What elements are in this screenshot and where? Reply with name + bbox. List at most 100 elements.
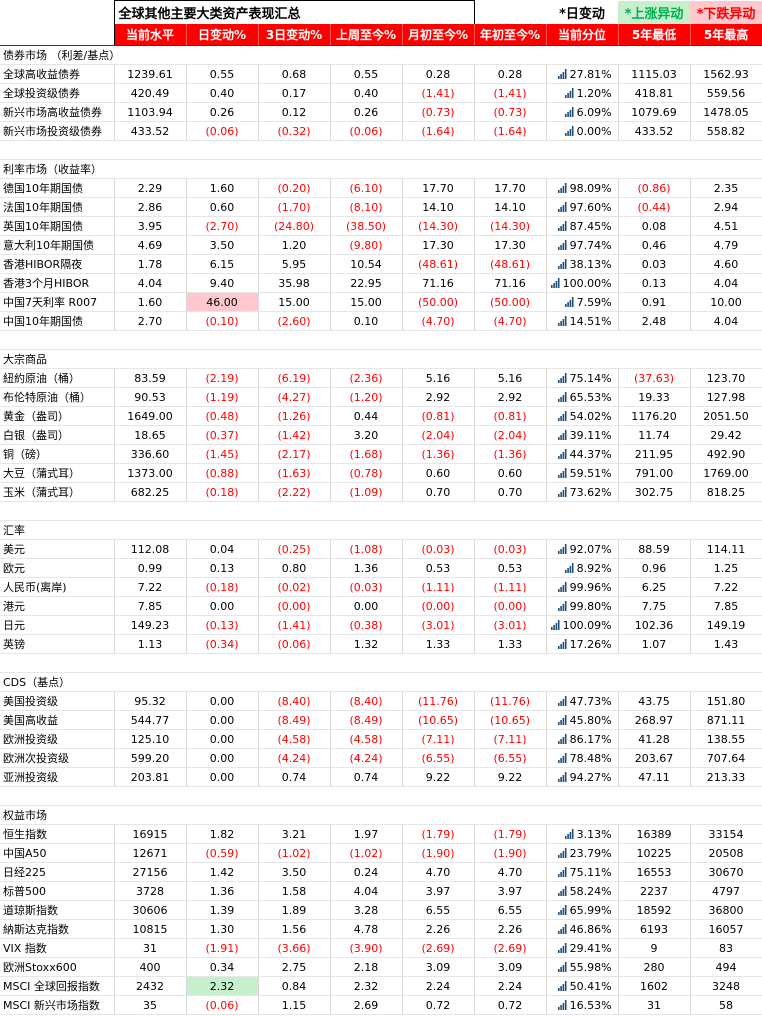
value-cell: 1.36: [330, 558, 403, 578]
value-cell: (4.27): [258, 387, 331, 407]
value-cell: 18592: [618, 900, 691, 920]
value-cell: (0.10): [186, 311, 259, 331]
value-cell: (6.19): [258, 368, 331, 388]
value-cell: 0.84: [258, 976, 331, 996]
value-cell: 127.98: [690, 387, 762, 407]
percentile-cell: 75.14%: [546, 368, 619, 388]
percentile-cell: 47.73%: [546, 691, 619, 711]
value-cell: 15.00: [258, 292, 331, 312]
value-cell: (0.88): [186, 463, 259, 483]
value-cell: 2051.50: [690, 406, 762, 426]
legend-down-alert: *下跌异动: [690, 0, 762, 24]
value-cell: 19.33: [618, 387, 691, 407]
table-row: 白银（盎司） 18.65 (0.37) (1.42) 3.20 (2.04) (2.04) 3…: [0, 425, 762, 445]
bar-chart-icon: [557, 772, 567, 782]
value-cell: 0.91: [618, 292, 691, 312]
bar-chart-icon: [557, 905, 567, 915]
value-cell: 17.30: [474, 235, 547, 255]
value-cell: 0.60: [474, 463, 547, 483]
value-cell: (0.81): [402, 406, 475, 426]
percentile-value: 65.53%: [569, 390, 612, 404]
value-cell: 83.59: [114, 368, 187, 388]
bar-chart-icon: [564, 107, 574, 117]
value-cell: 14.10: [402, 197, 475, 217]
value-cell: (50.00): [474, 292, 547, 312]
bar-chart-icon: [557, 487, 567, 497]
value-cell: (2.04): [402, 425, 475, 445]
value-cell: 302.75: [618, 482, 691, 502]
value-cell: 707.64: [690, 748, 762, 768]
table-row: 香港HIBOR隔夜 1.78 6.15 5.95 10.54 (48.61) (48.61)…: [0, 254, 762, 274]
value-cell: 1373.00: [114, 463, 187, 483]
value-cell: 5.95: [258, 254, 331, 274]
percentile-cell: 99.96%: [546, 577, 619, 597]
percentile-value: 75.11%: [569, 865, 612, 879]
bar-chart-icon: [557, 69, 567, 79]
bar-chart-icon: [557, 715, 567, 725]
percentile-value: 50.41%: [569, 979, 612, 993]
percentile-value: 14.51%: [569, 314, 612, 328]
value-cell: 30670: [690, 862, 762, 882]
value-cell: 14.10: [474, 197, 547, 217]
value-cell: 0.00: [186, 710, 259, 730]
bar-chart-icon: [557, 373, 567, 383]
bar-chart-icon: [557, 430, 567, 440]
percentile-value: 1.20%: [576, 86, 612, 100]
value-cell: (1.79): [474, 824, 547, 844]
table-row: 英镑 1.13 (0.34) (0.06) 1.32 1.33 1.33 17.26% 1.07…: [0, 634, 762, 654]
value-cell: (0.03): [330, 577, 403, 597]
table-title: 全球其他主要大类资产表现汇总: [113, 0, 475, 24]
table-row: 道琼斯指数 30606 1.39 1.89 3.28 6.55 6.55 65.99% 1859…: [0, 900, 762, 920]
value-cell: 1103.94: [114, 102, 187, 122]
value-cell: (0.03): [402, 539, 475, 559]
value-cell: 0.13: [618, 273, 691, 293]
value-cell: 4.69: [114, 235, 187, 255]
value-cell: 149.23: [114, 615, 187, 635]
table-row: 亚洲投资级 203.81 0.00 0.74 0.74 9.22 9.22 94.27% 47.…: [0, 767, 762, 787]
value-cell: (8.40): [258, 691, 331, 711]
value-cell: (48.61): [402, 254, 475, 274]
value-cell: 0.28: [474, 64, 547, 84]
table-row: 紐約原油（桶） 83.59 (2.19) (6.19) (2.36) 5.16 5.16 75…: [0, 368, 762, 388]
percentile-value: 47.73%: [569, 694, 612, 708]
value-cell: 0.03: [618, 254, 691, 274]
value-cell: 7.22: [690, 577, 762, 597]
table-row: 美国投资级 95.32 0.00 (8.40) (8.40) (11.76) (11.76)…: [0, 691, 762, 711]
asset-name: 白银（盎司）: [0, 425, 115, 445]
percentile-cell: 7.59%: [546, 292, 619, 312]
percentile-value: 29.41%: [569, 941, 612, 955]
value-cell: 27156: [114, 862, 187, 882]
asset-name: 黄金（盎司）: [0, 406, 115, 426]
value-cell: 1.78: [114, 254, 187, 274]
table-row: 中国7天利率 R007 1.60 46.00 15.00 15.00 (50.00) (50…: [0, 292, 762, 312]
section-title: CDS（基点）: [0, 672, 762, 692]
value-cell: 418.81: [618, 83, 691, 103]
percentile-value: 86.17%: [569, 732, 612, 746]
value-cell: 0.99: [114, 558, 187, 578]
percentile-value: 27.81%: [569, 67, 612, 81]
value-cell: 2.92: [474, 387, 547, 407]
value-cell: (0.59): [186, 843, 259, 863]
value-cell: 10.54: [330, 254, 403, 274]
table-row: 美元 112.08 0.04 (0.25) (1.08) (0.03) (0.03) 92.0…: [0, 539, 762, 559]
value-cell: (1.63): [258, 463, 331, 483]
value-cell: (8.40): [330, 691, 403, 711]
bar-chart-icon: [557, 924, 567, 934]
value-cell: 3248: [690, 976, 762, 996]
bar-chart-icon: [564, 126, 574, 136]
value-cell: 1079.69: [618, 102, 691, 122]
percentile-value: 7.59%: [576, 295, 612, 309]
percentile-cell: 0.00%: [546, 121, 619, 141]
table-row: 恒生指数 16915 1.82 3.21 1.97 (1.79) (1.79) 3.13% 16…: [0, 824, 762, 844]
percentile-cell: 97.74%: [546, 235, 619, 255]
asset-name: 欧洲Stoxx600: [0, 957, 115, 977]
bar-chart-icon: [550, 620, 560, 630]
value-cell: (1.11): [402, 577, 475, 597]
value-cell: (4.58): [258, 729, 331, 749]
percentile-cell: 55.98%: [546, 957, 619, 977]
percentile-value: 17.26%: [569, 637, 612, 651]
percentile-value: 65.99%: [569, 903, 612, 917]
value-cell: 0.00: [330, 596, 403, 616]
value-cell: 433.52: [618, 121, 691, 141]
percentile-cell: 97.60%: [546, 197, 619, 217]
